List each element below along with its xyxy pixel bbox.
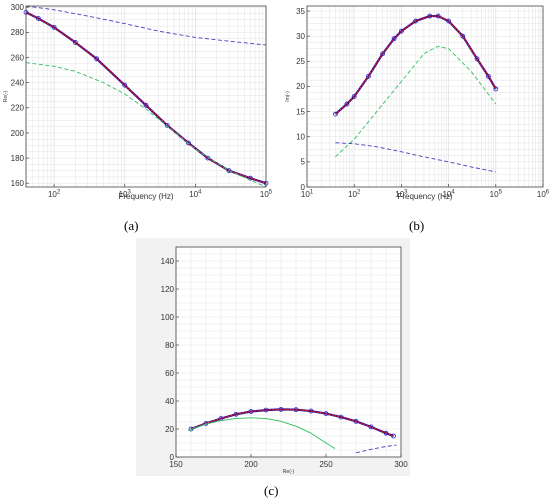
- series-fit-overlay: [190, 409, 394, 437]
- y-tick-label: 10: [296, 133, 305, 142]
- series-blue_component: [335, 142, 496, 173]
- data-point: [94, 56, 100, 62]
- chart-panel-a: 160 180 200 220 240 260 280 300 102 103 104 105 Freq…: [0, 0, 273, 201]
- y-tick-label: 0: [170, 453, 175, 462]
- y-tick-label: 300: [11, 3, 25, 12]
- x-tick-label: 300: [394, 460, 408, 469]
- y-tick-label: 30: [296, 32, 305, 41]
- y-axis-label: Im(-): [285, 91, 291, 102]
- x-tick-label: 105: [490, 190, 503, 200]
- x-axis-label: Re(-): [283, 469, 295, 475]
- y-tick-label: 220: [11, 104, 25, 113]
- x-tick-label: 103: [119, 190, 132, 200]
- chart-b-svg: 0 5 10 15 20 25 30 35 101 102 103 104 105 106 Frequenc…: [285, 5, 550, 201]
- chart-a-svg: 160 180 200 220 240 260 280 300 102 103 104 105 Freq…: [3, 3, 273, 201]
- data-point: [391, 36, 397, 42]
- y-tick-label: 25: [296, 57, 305, 66]
- y-tick-label: 5: [301, 158, 306, 167]
- data-point: [143, 102, 149, 108]
- caption-b: (b): [409, 218, 425, 233]
- x-tick-label: 102: [48, 190, 61, 200]
- y-tick-label: 180: [11, 154, 25, 163]
- grid-b: [306, 6, 544, 188]
- caption-a: (a): [124, 218, 139, 233]
- y-tick-label: 40: [165, 397, 174, 406]
- x-tick-label: 250: [319, 460, 333, 469]
- y-tick-label: 20: [296, 82, 305, 91]
- y-tick-label: 60: [165, 369, 174, 378]
- series-green_component: [335, 45, 497, 158]
- data-point: [399, 28, 404, 34]
- axes-frame-b: [306, 5, 544, 188]
- data-point: [333, 111, 338, 117]
- data-point: [351, 94, 357, 99]
- series-blue_component: [355, 444, 397, 454]
- y-tick-label: 280: [11, 28, 25, 37]
- series-fit-overlay: [335, 15, 497, 115]
- x-tick-label: 106: [537, 190, 550, 200]
- y-tick-label: 260: [11, 53, 25, 62]
- y-tick-label: 20: [165, 425, 174, 434]
- y-tick-label: 35: [296, 7, 305, 16]
- x-tick-label: 104: [442, 190, 455, 200]
- data-point: [186, 140, 191, 146]
- x-axis-label: Frequency (Hz): [397, 192, 452, 201]
- series-blue_component: [25, 5, 267, 46]
- x-tick-label: 101: [301, 190, 314, 200]
- y-tick-label: 80: [165, 341, 174, 350]
- x-tick-label: 105: [260, 190, 273, 200]
- x-tick-label: 150: [169, 460, 183, 469]
- chart-c-svg: 0 20 40 60 80 100 120 140 150 200 250 300 Re(-): [136, 238, 410, 476]
- grid-a: [25, 6, 267, 187]
- y-tick-label: 160: [11, 179, 25, 188]
- y-tick-label: 15: [296, 107, 305, 116]
- y-tick-label: 140: [161, 257, 175, 266]
- data-point: [164, 123, 170, 128]
- caption-c: (c): [264, 483, 279, 498]
- x-tick-label: 102: [348, 190, 361, 200]
- series-green_component: [25, 62, 267, 188]
- series-green_component: [187, 417, 336, 449]
- y-axis-label: Re(-): [3, 90, 9, 102]
- data-point: [122, 82, 128, 88]
- data-point: [344, 101, 350, 107]
- y-tick-label: 120: [161, 285, 175, 294]
- data-point: [72, 40, 78, 45]
- chart-panel-b: 0 5 10 15 20 25 30 35 101 102 103 104 105 106 Frequenc…: [280, 0, 550, 201]
- plot-area-b: [307, 6, 543, 187]
- x-tick-label: 200: [244, 460, 258, 469]
- axes-frame-c: [175, 246, 402, 458]
- chart-panel-c: 0 20 40 60 80 100 120 140 150 200 250 300 Re(-): [136, 238, 410, 476]
- axes-frame-a: [25, 5, 267, 188]
- x-tick-label: 103: [395, 190, 408, 200]
- x-axis-label: Frequency (Hz): [118, 192, 173, 201]
- y-tick-label: 0: [301, 183, 306, 192]
- y-tick-label: 100: [161, 313, 175, 322]
- x-tick-label: 104: [189, 190, 202, 200]
- grid-c: [175, 246, 402, 458]
- y-tick-label: 200: [11, 129, 25, 138]
- y-tick-label: 240: [11, 78, 25, 87]
